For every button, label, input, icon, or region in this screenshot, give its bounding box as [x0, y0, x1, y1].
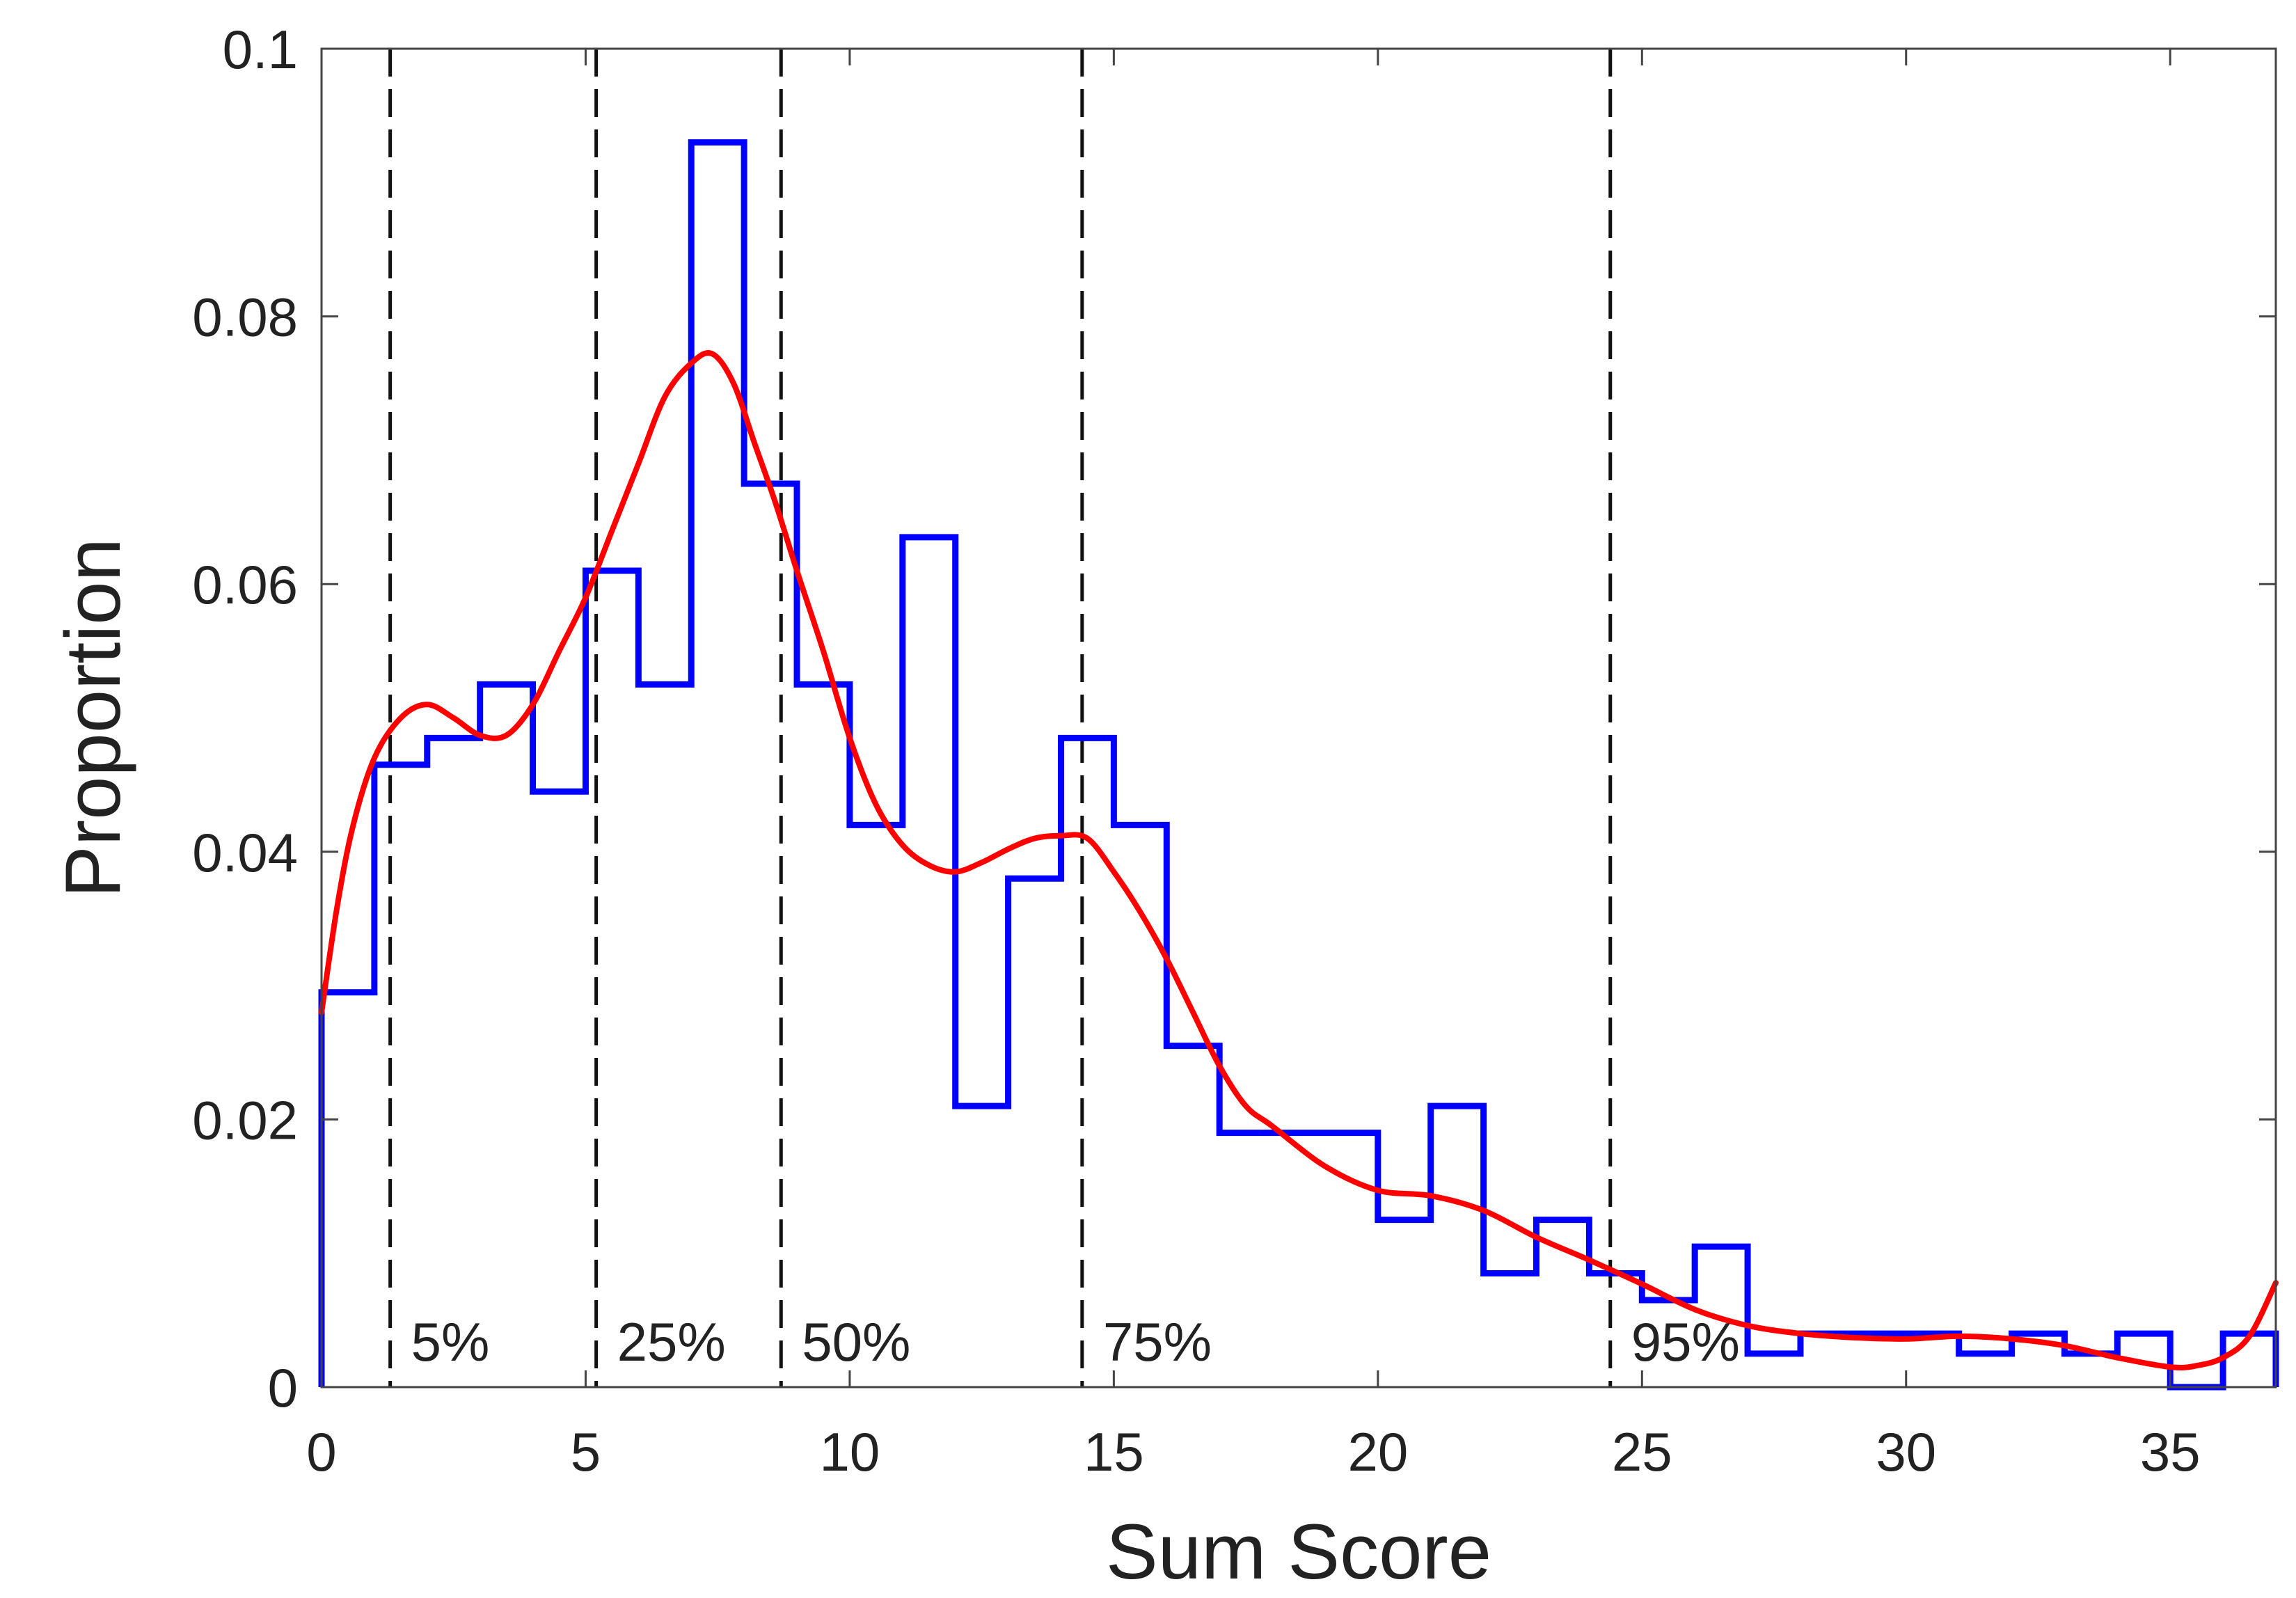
histogram-series	[318, 139, 2279, 1391]
x-tick-label-5: 5	[571, 1421, 601, 1482]
percentile-label-3: 50%	[802, 1311, 910, 1372]
y-tick-label-4: 0.08	[192, 287, 298, 348]
y-tick-label-1: 0.02	[192, 1089, 298, 1150]
plot-marks	[318, 49, 2279, 1391]
x-tick-label-15: 15	[1084, 1421, 1144, 1482]
axis-ticks	[320, 47, 2276, 1389]
x-tick-label-20: 20	[1347, 1421, 1408, 1482]
x-axis-title: Sum Score	[1106, 1508, 1491, 1595]
axis-labels: 5% 25% 50% 75% 95% 0 5 10 15 20 25 30 35 0 0.02 0.04 0.0…	[192, 19, 2200, 1482]
x-tick-label-10: 10	[820, 1421, 880, 1482]
y-tick-label-0: 0	[268, 1357, 298, 1418]
y-tick-label-2: 0.04	[192, 822, 298, 883]
x-tick-label-35: 35	[2140, 1421, 2201, 1482]
percentile-label-5: 95%	[1631, 1311, 1740, 1372]
percentile-label-4: 75%	[1103, 1311, 1212, 1372]
percentile-label-2: 25%	[617, 1311, 726, 1372]
y-axis-title: Proportion	[49, 538, 136, 898]
density-curve	[319, 350, 2279, 1370]
y-tick-label-3: 0.06	[192, 554, 298, 615]
x-tick-label-30: 30	[1876, 1421, 1936, 1482]
x-tick-label-25: 25	[1612, 1421, 1672, 1482]
plot-frame	[320, 47, 2277, 1389]
y-tick-label-5: 0.1	[223, 19, 298, 80]
x-tick-label-0: 0	[306, 1421, 336, 1482]
percentile-label-1: 5%	[411, 1311, 490, 1372]
